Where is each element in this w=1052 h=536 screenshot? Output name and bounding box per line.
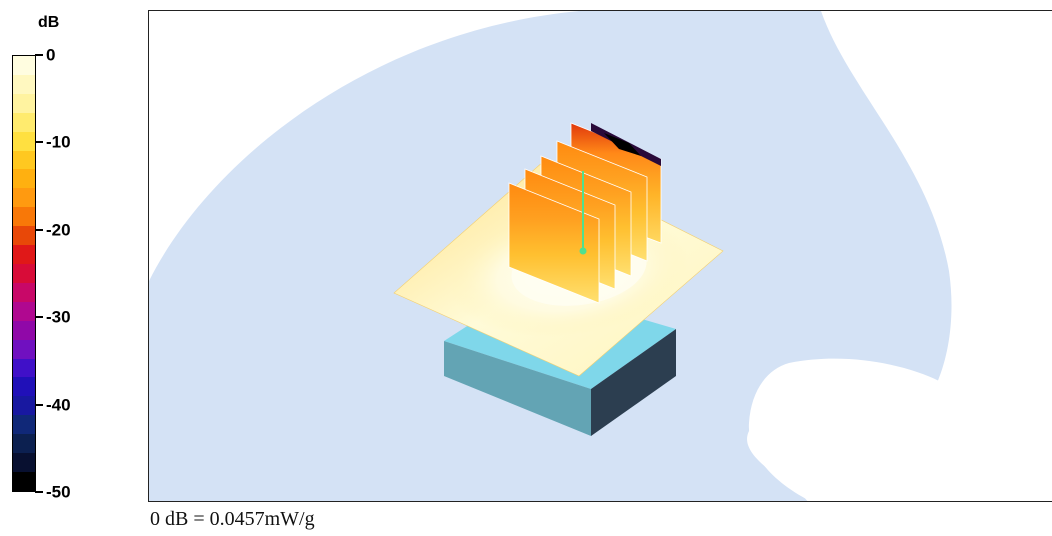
colorbar-tick-mark (35, 228, 43, 231)
colorbar-swatch (13, 188, 35, 208)
colorbar-swatch (13, 415, 35, 435)
colorbar-swatch (13, 207, 35, 227)
plot-area (148, 10, 1052, 502)
colorbar-swatch (13, 131, 35, 151)
reference-value-caption: 0 dB = 0.0457mW/g (150, 508, 315, 530)
colorbar-swatch (13, 93, 35, 113)
colorbar-tick-mark (35, 54, 43, 56)
colorbar-swatch (13, 339, 35, 359)
colorbar-unit-label: dB (38, 14, 60, 31)
colorbar-swatch (13, 112, 35, 132)
colorbar-swatch (13, 282, 35, 302)
colorbar-swatch (13, 471, 35, 491)
colorbar-tick-mark (35, 316, 43, 319)
colorbar (12, 55, 36, 492)
colorbar-swatch (13, 453, 35, 472)
colorbar-tick-label: -50 (46, 482, 71, 502)
colorbar-tick-mark (35, 491, 43, 493)
phantom-cutout (748, 358, 969, 501)
colorbar-swatch (13, 377, 35, 397)
colorbar-swatch (13, 169, 35, 189)
sar-3d-view (149, 11, 969, 501)
colorbar-tick-label: 0 (46, 45, 56, 65)
colorbar-swatch (13, 226, 35, 246)
colorbar-tick-label: -20 (46, 220, 71, 240)
colorbar-swatch (13, 56, 35, 75)
colorbar-swatch (13, 396, 35, 416)
colorbar-swatch (13, 301, 35, 321)
colorbar-swatch (13, 358, 35, 378)
colorbar-swatch (13, 320, 35, 340)
colorbar-tick-label: -10 (46, 132, 71, 152)
colorbar-swatch (13, 245, 35, 264)
colorbar-swatch (13, 74, 35, 94)
colorbar-swatch (13, 263, 35, 283)
colorbar-tick-label: -30 (46, 307, 71, 327)
probe-position-marker (579, 171, 587, 255)
colorbar-swatch (13, 150, 35, 170)
colorbar-tick-mark (35, 403, 43, 406)
zoom-scan-panels (508, 122, 662, 304)
colorbar-tick-label: -40 (46, 395, 71, 415)
colorbar-swatch (13, 434, 35, 454)
colorbar-tick-mark (35, 141, 43, 144)
